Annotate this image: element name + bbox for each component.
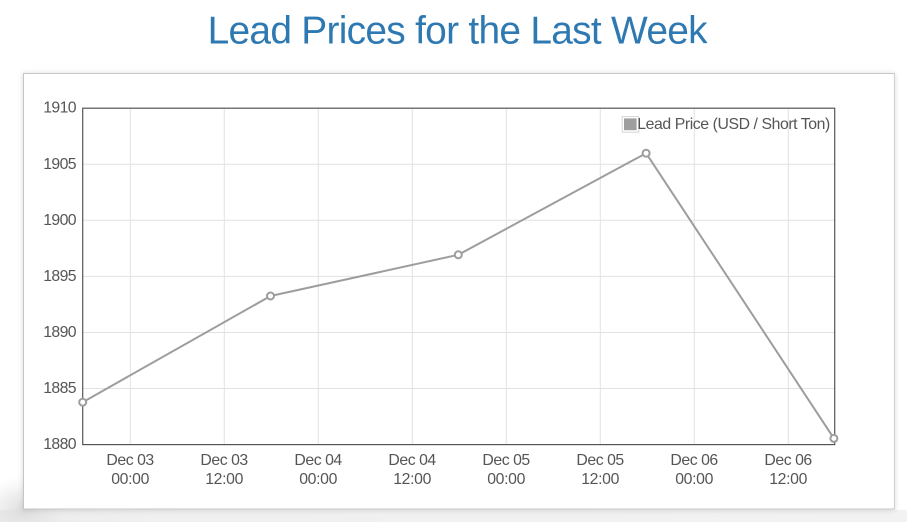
svg-text:00:00: 00:00 <box>487 471 525 488</box>
svg-text:1885: 1885 <box>43 380 77 397</box>
svg-text:Lead Prices for the Last Week: Lead Prices for the Last Week <box>208 10 709 53</box>
svg-text:1890: 1890 <box>43 324 77 341</box>
svg-text:Lead Price (USD / Short Ton): Lead Price (USD / Short Ton) <box>637 116 830 133</box>
svg-text:00:00: 00:00 <box>299 471 337 488</box>
svg-text:Dec 04: Dec 04 <box>294 452 342 469</box>
svg-text:12:00: 12:00 <box>581 471 619 488</box>
svg-text:1895: 1895 <box>43 268 77 285</box>
svg-text:1880: 1880 <box>43 436 77 453</box>
svg-text:Dec 05: Dec 05 <box>576 452 624 469</box>
svg-text:Dec 03: Dec 03 <box>200 452 248 469</box>
svg-text:00:00: 00:00 <box>111 471 149 488</box>
svg-text:1900: 1900 <box>43 212 77 229</box>
svg-text:Dec 05: Dec 05 <box>482 452 530 469</box>
svg-text:Dec 06: Dec 06 <box>670 452 718 469</box>
svg-text:12:00: 12:00 <box>205 471 243 488</box>
svg-text:00:00: 00:00 <box>675 471 713 488</box>
svg-text:12:00: 12:00 <box>769 471 807 488</box>
svg-text:1910: 1910 <box>43 100 77 117</box>
svg-text:12:00: 12:00 <box>393 471 431 488</box>
svg-text:1905: 1905 <box>43 156 77 173</box>
svg-text:Dec 04: Dec 04 <box>388 452 436 469</box>
svg-text:Dec 03: Dec 03 <box>106 452 154 469</box>
svg-text:Dec 06: Dec 06 <box>764 452 812 469</box>
